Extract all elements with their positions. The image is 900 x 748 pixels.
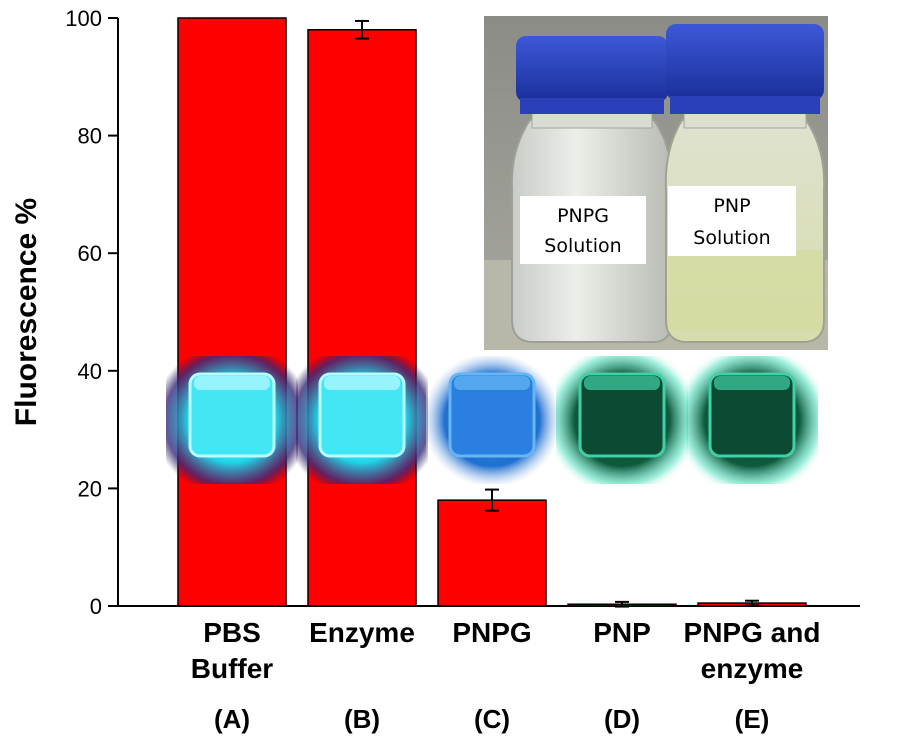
bottle-left-cap	[516, 36, 668, 102]
x-category-labels: PBS Buffer (A) Enzyme (B) PNPG (C) PNP (D) PNPG a…	[191, 617, 821, 734]
x-category-letter: (B)	[344, 704, 380, 734]
x-category-label: Enzyme	[309, 617, 415, 648]
x-category-label: PNPG	[452, 617, 531, 648]
y-tick-label: 80	[78, 124, 102, 149]
bottle-left	[510, 36, 674, 343]
bottle-right-cap	[666, 24, 824, 100]
y-tick-label: 0	[90, 594, 102, 619]
x-category-label: Buffer	[191, 653, 274, 684]
bar	[307, 29, 417, 607]
y-axis-title: Fluorescence %	[10, 198, 43, 426]
bottle-right	[664, 24, 826, 343]
inset-label-right-line2: Solution	[693, 227, 770, 249]
error-bar	[745, 599, 759, 607]
hydrogel-cube	[296, 356, 428, 484]
x-category-letter: (C)	[474, 704, 510, 734]
x-category-label: PNP	[593, 617, 651, 648]
x-category-label: PNPG and	[684, 617, 821, 648]
y-tick-label: 40	[78, 359, 102, 384]
inset-label-left-box	[520, 196, 646, 264]
hydrogel-cube	[166, 356, 298, 484]
x-category-letter: (A)	[214, 704, 250, 734]
y-tick-label: 20	[78, 476, 102, 501]
bar	[177, 17, 287, 607]
bar	[437, 499, 547, 607]
error-bar	[615, 600, 629, 608]
x-category-label: enzyme	[701, 653, 804, 684]
inset-label-right-line1: PNP	[713, 195, 750, 217]
hydrogel-cube-photos	[166, 356, 818, 484]
error-bar	[485, 488, 499, 512]
error-bar	[355, 19, 369, 40]
x-category-label: PBS	[203, 617, 261, 648]
bottle-right-cap-ring	[670, 96, 820, 114]
inset-label-right-box	[668, 186, 796, 256]
error-bars	[355, 19, 759, 608]
bottle-right-liquid	[668, 250, 822, 330]
inset-bottle-photo: PNPG Solution PNP Solution	[484, 16, 828, 350]
hydrogel-cube	[556, 356, 688, 484]
bottle-left-cap-ring	[520, 98, 664, 114]
hydrogel-cube	[426, 356, 558, 484]
x-category-letter: (E)	[735, 704, 770, 734]
y-ticks: 0 20 40 60 80 100	[65, 6, 118, 619]
inset-label-left-line1: PNPG	[557, 205, 609, 227]
hydrogel-cube	[686, 356, 818, 484]
y-tick-label: 60	[78, 241, 102, 266]
inset-label-left-line2: Solution	[544, 235, 621, 257]
x-category-letter: (D)	[604, 704, 640, 734]
y-tick-label: 100	[65, 6, 102, 31]
